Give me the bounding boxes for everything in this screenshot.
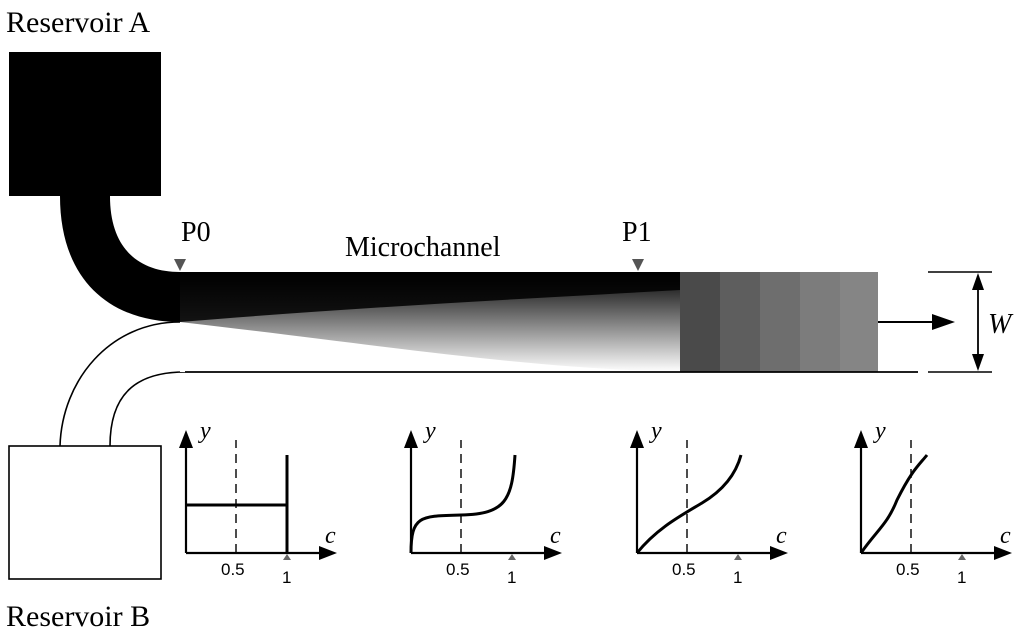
tick-label-half: 0.5 xyxy=(672,560,696,579)
y-axis-arrow-icon xyxy=(404,430,418,448)
p0-label: P0 xyxy=(181,217,211,248)
x-axis-label: c xyxy=(1000,523,1011,549)
tick-label-half: 0.5 xyxy=(896,560,920,579)
mix-block xyxy=(680,272,720,372)
mix-block xyxy=(840,272,878,372)
y-axis-arrow-icon xyxy=(630,430,644,448)
width-dimension xyxy=(928,271,992,373)
tick-one-marker-icon xyxy=(508,554,516,560)
tick-one-marker-icon xyxy=(734,554,742,560)
tick-one-marker-icon xyxy=(283,554,291,560)
p0-marker-icon xyxy=(174,259,186,271)
x-axis-arrow-icon xyxy=(770,546,788,560)
p1-marker-icon xyxy=(632,259,644,271)
tick-label-one: 1 xyxy=(282,568,291,587)
y-axis-label: y xyxy=(649,418,662,444)
mix-block xyxy=(720,272,760,372)
mix-block xyxy=(800,272,840,372)
x-axis-label: c xyxy=(550,523,561,549)
microchannel-label: Microchannel xyxy=(345,232,501,263)
y-axis-label: y xyxy=(873,418,886,444)
tick-label-half: 0.5 xyxy=(446,560,470,579)
reservoir-a xyxy=(9,52,161,196)
x-axis-label: c xyxy=(776,523,787,549)
x-axis-label: c xyxy=(325,523,336,549)
inlet-b-inner xyxy=(109,371,186,447)
inlet-b-outer xyxy=(59,321,181,447)
reservoir-b xyxy=(8,445,162,580)
reservoir-b-label: Reservoir B xyxy=(6,600,150,633)
x-axis-arrow-icon xyxy=(994,546,1012,560)
x-axis-arrow-icon xyxy=(544,546,562,560)
tick-label-one: 1 xyxy=(507,568,516,587)
reservoir-a-label: Reservoir A xyxy=(6,6,150,39)
concentration-curve xyxy=(186,455,289,553)
concentration-curve xyxy=(409,454,517,554)
y-axis-arrow-icon xyxy=(854,430,868,448)
tick-one-marker-icon xyxy=(958,554,966,560)
tick-label-half: 0.5 xyxy=(221,560,245,579)
inlet-a xyxy=(60,196,180,322)
concentration-curve xyxy=(635,454,743,554)
tick-label-one: 1 xyxy=(957,568,966,587)
mix-block xyxy=(760,272,800,372)
microchannel xyxy=(180,272,918,373)
y-axis-label: y xyxy=(198,418,211,444)
concentration-profiles: y c 0.5 1 y c 0.5 1 y c 0.5 1 y c 0.5 1 xyxy=(179,418,1012,587)
y-axis-arrow-icon xyxy=(179,430,193,448)
x-axis-arrow-icon xyxy=(319,546,337,560)
tick-label-one: 1 xyxy=(733,568,742,587)
width-label: W xyxy=(988,309,1014,340)
flow-arrow-icon xyxy=(878,314,955,330)
y-axis-label: y xyxy=(423,418,436,444)
p1-label: P1 xyxy=(622,217,652,248)
concentration-curve xyxy=(859,454,929,554)
